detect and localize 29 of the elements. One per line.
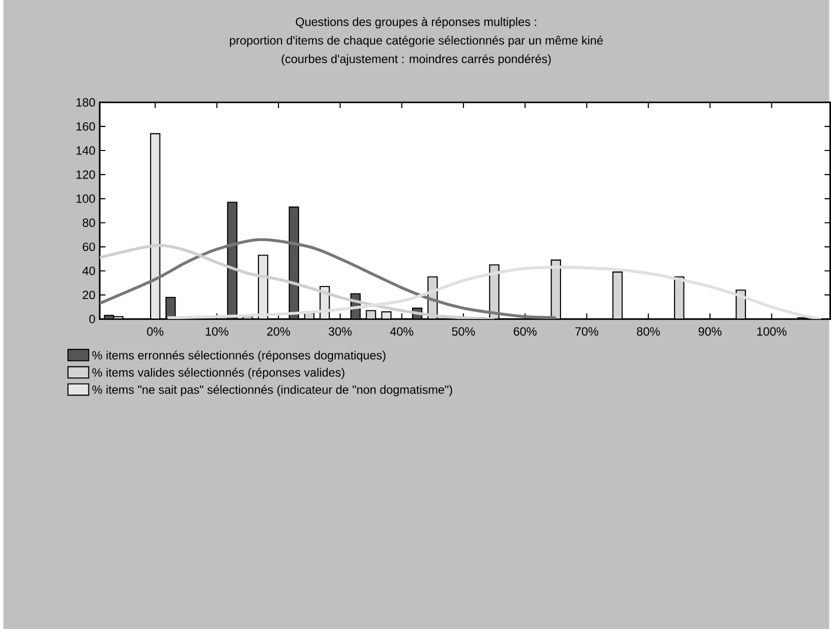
legend-label: % items "ne sait pas" sélectionnés (indicateur de "non dogmatisme"): [92, 384, 452, 396]
y-tick-label: 100: [76, 194, 96, 203]
text: (courbes d'ajustement : moindres carrés pondérés): [282, 54, 551, 66]
y-tick-label: 40: [82, 266, 96, 276]
x-tick-label: 20%: [267, 327, 290, 336]
line-series: [100, 238, 558, 319]
y-tick-label: 20: [82, 290, 96, 300]
y-tick-label: 160: [76, 122, 96, 131]
chart-title: Questions des groupes à réponses multiples :: [296, 17, 536, 28]
x-tick-label: 80%: [636, 327, 660, 336]
legend-label: % items valides sélectionnés (réponses valides): [92, 368, 344, 379]
line-series: [100, 244, 496, 319]
x-tick-label: 10%: [206, 327, 228, 336]
x-tick-label: 0%: [147, 327, 164, 336]
x-tick-label: 30%: [328, 327, 352, 336]
x-tick-label: 90%: [698, 327, 722, 336]
y-tick-label: 60: [82, 242, 96, 251]
y-tick-label: 80: [82, 218, 96, 227]
chart-subtitle: proportion d'items de chaque catégorie sélectionnés par un même kiné: [230, 36, 603, 47]
y-tick-label: 0: [89, 314, 96, 324]
y-tick-label: 140: [76, 146, 96, 155]
y-tick-label: 180: [76, 98, 96, 107]
x-tick-label: 60%: [514, 327, 537, 336]
x-tick-label: 100%: [757, 327, 786, 336]
x-tick-label: 70%: [575, 327, 598, 336]
legend-label: % items erronnés sélectionnés (réponses dogmatiques): [92, 350, 386, 362]
x-tick-label: 40%: [390, 327, 414, 336]
y-tick-label: 120: [76, 170, 96, 179]
x-tick-label: 50%: [452, 327, 475, 336]
